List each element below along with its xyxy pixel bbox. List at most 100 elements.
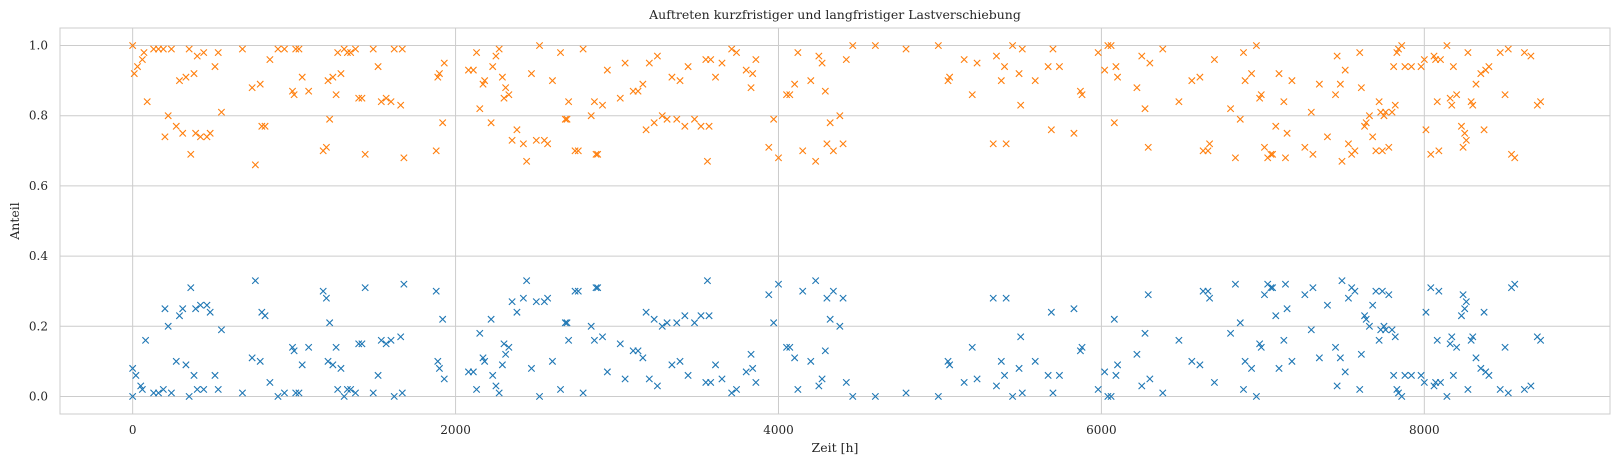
data-point-0 — [1138, 382, 1146, 390]
data-point-1 — [782, 91, 791, 99]
data-point-1 — [823, 140, 831, 148]
data-point-0 — [200, 385, 208, 394]
data-point-0 — [1256, 340, 1264, 348]
data-point-0 — [161, 305, 169, 313]
data-point-0 — [1247, 364, 1256, 372]
data-point-1 — [193, 52, 201, 60]
data-point-0 — [358, 340, 366, 348]
data-point-0 — [206, 308, 214, 316]
data-point-1 — [1236, 115, 1244, 123]
data-point-1 — [946, 73, 954, 81]
data-point-0 — [1283, 305, 1291, 313]
data-point-1 — [603, 66, 611, 74]
data-point-0 — [298, 361, 306, 369]
data-point-1 — [1226, 105, 1235, 113]
data-point-1 — [334, 48, 342, 57]
data-point-1 — [217, 108, 226, 116]
data-point-1 — [1336, 80, 1344, 88]
data-point-1 — [1449, 63, 1457, 71]
data-point-1 — [440, 59, 448, 67]
data-point-1 — [1256, 94, 1264, 102]
data-point-1 — [361, 150, 369, 158]
data-point-0 — [774, 280, 783, 288]
data-point-1 — [1268, 150, 1277, 158]
data-point-0 — [440, 375, 448, 383]
data-point-1 — [143, 98, 151, 106]
data-point-0 — [167, 389, 175, 397]
data-point-0 — [1407, 371, 1415, 379]
data-point-1 — [355, 94, 363, 102]
data-point-1 — [172, 122, 180, 130]
data-point-1 — [1288, 77, 1296, 85]
data-point-0 — [340, 392, 348, 401]
data-point-1 — [1375, 98, 1383, 106]
data-point-1 — [382, 94, 390, 102]
data-point-0 — [343, 385, 351, 394]
data-point-0 — [292, 389, 300, 397]
data-point-1 — [732, 48, 741, 57]
data-point-1 — [718, 59, 726, 67]
data-point-1 — [1018, 45, 1026, 53]
data-point-0 — [705, 312, 713, 320]
data-point-0 — [1453, 343, 1461, 351]
data-point-1 — [598, 101, 607, 109]
data-point-0 — [1365, 322, 1374, 330]
data-point-1 — [1356, 48, 1364, 57]
data-point-0 — [211, 371, 219, 379]
data-point-1 — [749, 70, 757, 78]
data-point-0 — [1357, 350, 1365, 358]
data-point-0 — [603, 368, 611, 376]
data-point-0 — [711, 361, 720, 369]
data-point-1 — [1331, 91, 1340, 99]
data-point-1 — [332, 91, 340, 99]
data-point-1 — [1372, 147, 1380, 155]
data-point-0 — [668, 361, 676, 369]
data-point-0 — [1362, 315, 1370, 323]
data-point-1 — [527, 70, 536, 78]
data-point-0 — [400, 280, 408, 288]
data-point-1 — [1241, 77, 1249, 85]
data-point-1 — [579, 45, 587, 53]
data-point-1 — [1380, 112, 1388, 120]
data-point-1 — [469, 66, 477, 74]
data-point-0 — [815, 382, 823, 390]
data-point-0 — [1436, 378, 1445, 387]
data-point-0 — [770, 319, 778, 327]
data-point-0 — [505, 343, 513, 351]
data-point-0 — [826, 315, 834, 323]
data-point-0 — [1000, 371, 1009, 379]
data-point-0 — [1015, 364, 1023, 372]
data-point-0 — [946, 361, 954, 369]
data-point-1 — [214, 48, 222, 57]
data-point-1 — [1138, 52, 1146, 60]
data-point-0 — [1351, 287, 1359, 295]
data-point-0 — [997, 357, 1005, 365]
data-point-1 — [190, 70, 198, 78]
data-point-1 — [1110, 119, 1118, 127]
data-point-0 — [590, 336, 599, 344]
data-point-1 — [1159, 45, 1167, 53]
data-point-0 — [812, 277, 820, 285]
data-point-1 — [326, 115, 334, 123]
data-point-0 — [1472, 354, 1480, 362]
data-point-0 — [435, 364, 444, 372]
data-point-0 — [1459, 291, 1467, 299]
data-point-0 — [1210, 378, 1219, 387]
data-point-0 — [481, 357, 489, 365]
data-point-1 — [594, 150, 602, 158]
data-point-1 — [175, 77, 184, 85]
data-point-0 — [1078, 343, 1086, 351]
data-point-1 — [492, 52, 500, 60]
data-point-0 — [390, 392, 398, 401]
data-point-0 — [256, 357, 264, 365]
data-point-1 — [481, 77, 489, 85]
data-point-1 — [1480, 126, 1488, 134]
data-point-0 — [355, 340, 363, 348]
data-point-1 — [770, 115, 778, 123]
data-point-0 — [676, 357, 684, 365]
data-point-0 — [1044, 371, 1052, 379]
x-tick-label: 4000 — [763, 423, 794, 437]
data-point-0 — [489, 371, 497, 379]
x-tick-label: 2000 — [440, 423, 471, 437]
